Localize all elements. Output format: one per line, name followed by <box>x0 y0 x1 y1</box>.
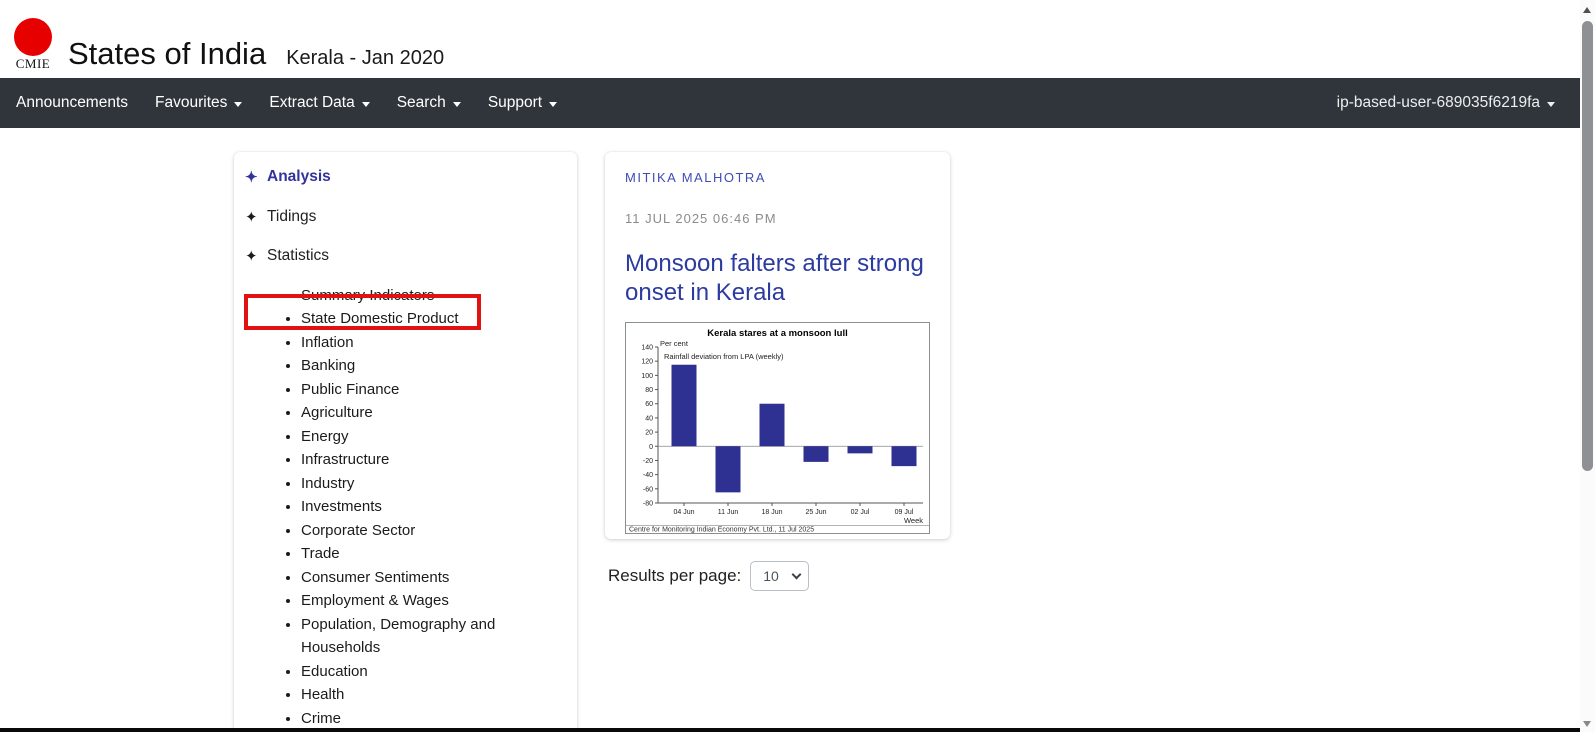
scrollbar-up-arrow-icon[interactable] <box>1583 7 1591 13</box>
sidebar-item-state-domestic-product[interactable]: State Domestic Product <box>301 307 567 331</box>
caret-down-icon <box>234 101 243 107</box>
results-per-page-select-wrap: 10 <box>750 561 810 591</box>
svg-text:0: 0 <box>649 444 653 451</box>
sidebar-item-banking[interactable]: Banking <box>301 354 567 378</box>
vertical-scrollbar[interactable] <box>1580 0 1595 732</box>
sidebar-item-health[interactable]: Health <box>301 683 567 707</box>
svg-text:18 Jun: 18 Jun <box>761 509 782 516</box>
svg-text:04 Jun: 04 Jun <box>673 509 694 516</box>
svg-text:Per cent: Per cent <box>660 339 689 348</box>
four-pointed-star-icon: ✦ <box>245 208 258 226</box>
sidebar-item-public-finance[interactable]: Public Finance <box>301 378 567 402</box>
article-card: MITIKA MALHOTRA 11 JUL 2025 06:46 PM Mon… <box>605 152 950 539</box>
svg-text:20: 20 <box>645 430 653 437</box>
cmie-logo-circle-icon <box>14 18 52 56</box>
sidebar-item-population-demography-households[interactable]: Population, Demography and Households <box>301 613 567 660</box>
nav-item-label: Search <box>396 94 446 111</box>
nav-menu: Announcements Favourites Extract Data Se… <box>16 94 584 112</box>
svg-text:11 Jun: 11 Jun <box>718 509 739 516</box>
svg-text:Centre for Monitoring Indian E: Centre for Monitoring Indian Economy Pvt… <box>629 527 814 534</box>
sidebar-section-analysis[interactable]: ✦ Analysis <box>245 165 567 189</box>
four-pointed-star-icon: ✦ <box>245 248 258 265</box>
sidebar-item-trade[interactable]: Trade <box>301 542 567 566</box>
top-navbar: Announcements Favourites Extract Data Se… <box>0 78 1580 128</box>
nav-item-label: Favourites <box>155 94 228 111</box>
user-name: ip-based-user-689035f6219fa <box>1336 94 1540 111</box>
svg-text:09 Jul: 09 Jul <box>895 509 914 516</box>
sidebar-item-agriculture[interactable]: Agriculture <box>301 401 567 425</box>
sidebar-item-employment-wages[interactable]: Employment & Wages <box>301 589 567 613</box>
nav-item-label: Extract Data <box>269 94 355 111</box>
svg-text:Kerala stares at a monsoon lul: Kerala stares at a monsoon lull <box>707 328 847 339</box>
caret-down-icon <box>361 101 370 107</box>
results-per-page-select[interactable]: 10 <box>750 561 810 591</box>
sidebar-navigation-card: ✦ Analysis ✦ Tidings ✦ Statistics Summar… <box>234 152 577 732</box>
nav-item-label: Support <box>487 94 543 111</box>
results-per-page-bar: Results per page: 10 <box>608 561 810 591</box>
statistics-items-list: Summary Indicators State Domestic Produc… <box>245 284 567 731</box>
caret-down-icon <box>452 101 461 107</box>
bottom-edge-strip <box>0 728 1580 732</box>
article-author: MITIKA MALHOTRA <box>625 170 766 185</box>
user-menu-dropdown[interactable]: ip-based-user-689035f6219fa <box>1337 94 1555 112</box>
article-chart-image: Kerala stares at a monsoon lull Per cent R… <box>625 322 930 534</box>
sidebar-item-consumer-sentiments[interactable]: Consumer Sentiments <box>301 566 567 590</box>
page-title: States of India <box>68 36 267 71</box>
svg-text:140: 140 <box>641 345 653 352</box>
svg-text:-80: -80 <box>643 501 653 508</box>
svg-text:60: 60 <box>645 401 653 408</box>
svg-text:25 Jun: 25 Jun <box>805 509 826 516</box>
sidebar-item-corporate-sector[interactable]: Corporate Sector <box>301 519 567 543</box>
svg-text:-40: -40 <box>643 472 653 479</box>
sidebar-section-label: Statistics <box>267 247 330 264</box>
svg-text:-60: -60 <box>643 486 653 493</box>
svg-text:-20: -20 <box>643 458 653 465</box>
caret-down-icon <box>549 101 558 107</box>
sidebar-item-infrastructure[interactable]: Infrastructure <box>301 448 567 472</box>
sidebar-item-summary-indicators[interactable]: Summary Indicators <box>301 284 567 308</box>
article-timestamp: 11 JUL 2025 06:46 PM <box>625 211 777 226</box>
nav-item-extract-data[interactable]: Extract Data <box>269 94 370 112</box>
results-per-page-label: Results per page: <box>608 566 742 585</box>
nav-item-favourites[interactable]: Favourites <box>155 94 243 112</box>
svg-text:Rainfall deviation from LPA (w: Rainfall deviation from LPA (weekly) <box>664 352 784 361</box>
nav-item-label: Announcements <box>16 94 129 111</box>
scrollbar-thumb[interactable] <box>1582 21 1593 471</box>
page-header: CMIE States of India Kerala - Jan 2020 <box>0 0 1580 78</box>
nav-item-announcements[interactable]: Announcements <box>16 94 128 112</box>
sidebar-item-investments[interactable]: Investments <box>301 495 567 519</box>
sidebar-section-tidings[interactable]: ✦ Tidings <box>245 205 567 229</box>
article-title-link[interactable]: Monsoon falters after strong onset in Ke… <box>625 250 924 306</box>
svg-text:Week: Week <box>904 516 923 525</box>
sidebar-section-label: Tidings <box>267 207 317 225</box>
rainfall-deviation-bar-chart: Kerala stares at a monsoon lull Per cent R… <box>626 323 929 533</box>
caret-down-icon <box>1547 101 1555 107</box>
svg-text:80: 80 <box>645 387 653 394</box>
main-content: ✦ Analysis ✦ Tidings ✦ Statistics Summar… <box>0 128 1580 732</box>
cmie-logo: CMIE <box>14 18 52 72</box>
nav-item-support[interactable]: Support <box>487 94 558 112</box>
four-pointed-star-icon: ✦ <box>245 169 258 186</box>
sidebar-item-industry[interactable]: Industry <box>301 472 567 496</box>
page-subtitle: Kerala - Jan 2020 <box>286 47 445 69</box>
scrollbar-down-arrow-icon[interactable] <box>1583 721 1591 727</box>
nav-item-search[interactable]: Search <box>397 94 461 112</box>
sidebar-item-crime[interactable]: Crime <box>301 707 567 731</box>
sidebar-section-label: Analysis <box>267 168 331 185</box>
svg-text:120: 120 <box>641 359 653 366</box>
cmie-logo-text: CMIE <box>15 56 51 71</box>
svg-text:02 Jul: 02 Jul <box>851 509 870 516</box>
sidebar-section-statistics[interactable]: ✦ Statistics <box>245 244 567 268</box>
sidebar-item-inflation[interactable]: Inflation <box>301 331 567 355</box>
svg-text:40: 40 <box>645 415 653 422</box>
sidebar-item-energy[interactable]: Energy <box>301 425 567 449</box>
sidebar-item-education[interactable]: Education <box>301 660 567 684</box>
svg-text:100: 100 <box>641 373 653 380</box>
